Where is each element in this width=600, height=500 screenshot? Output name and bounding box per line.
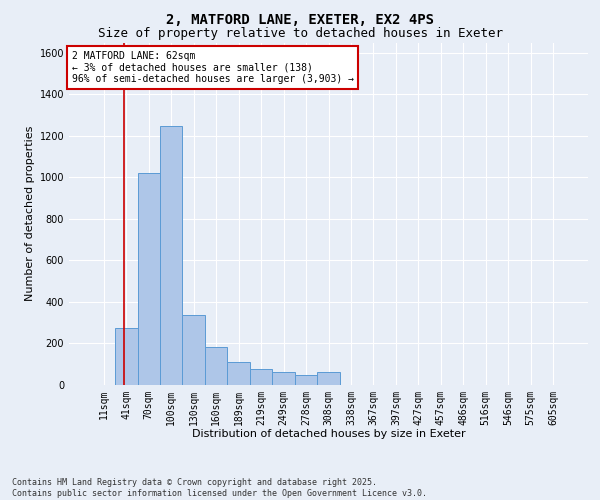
Text: 2 MATFORD LANE: 62sqm
← 3% of detached houses are smaller (138)
96% of semi-deta: 2 MATFORD LANE: 62sqm ← 3% of detached h… xyxy=(71,51,353,84)
Bar xyxy=(205,346,227,385)
Text: 2, MATFORD LANE, EXETER, EX2 4PS: 2, MATFORD LANE, EXETER, EX2 4PS xyxy=(166,12,434,26)
Bar xyxy=(272,372,295,385)
Bar xyxy=(227,362,250,385)
Bar xyxy=(115,328,137,385)
Bar xyxy=(250,370,272,385)
X-axis label: Distribution of detached houses by size in Exeter: Distribution of detached houses by size … xyxy=(191,430,466,440)
Bar xyxy=(160,126,182,385)
Text: Contains HM Land Registry data © Crown copyright and database right 2025.
Contai: Contains HM Land Registry data © Crown c… xyxy=(12,478,427,498)
Bar xyxy=(295,374,317,385)
Bar xyxy=(317,372,340,385)
Y-axis label: Number of detached properties: Number of detached properties xyxy=(25,126,35,302)
Text: Size of property relative to detached houses in Exeter: Size of property relative to detached ho… xyxy=(97,28,503,40)
Bar xyxy=(182,316,205,385)
Bar xyxy=(137,174,160,385)
